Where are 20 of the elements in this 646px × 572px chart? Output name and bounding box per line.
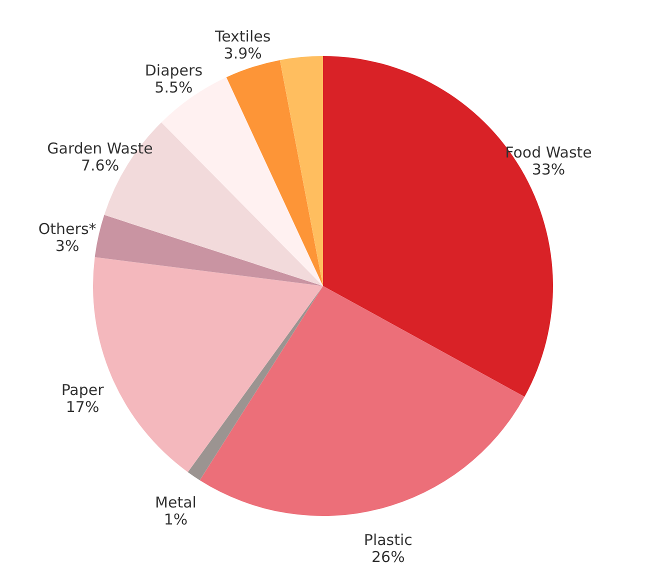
data-label: 17% <box>66 398 100 416</box>
data-label: 7.6% <box>80 156 120 174</box>
slice-label: Textiles <box>214 28 271 46</box>
slice-label: Garden Waste <box>47 139 153 158</box>
data-label: 33% <box>532 160 566 179</box>
data-label: 26% <box>371 548 405 566</box>
pie-slice <box>280 56 323 286</box>
slice-label: Others* <box>38 220 97 238</box>
pie-slice <box>226 60 323 286</box>
slice-label: Plastic <box>364 530 412 549</box>
slice-label: Diapers <box>144 62 203 80</box>
pie-slice <box>94 214 323 286</box>
data-label: 3.9% <box>224 44 262 63</box>
data-label: 1% <box>164 510 188 529</box>
data-label: 3% <box>55 236 80 255</box>
pie-slice <box>200 286 525 516</box>
pie-slice <box>188 286 323 480</box>
slice-label: Paper <box>61 381 105 400</box>
slice-label: Metal <box>155 494 196 512</box>
data-label: 5.5% <box>154 78 193 97</box>
